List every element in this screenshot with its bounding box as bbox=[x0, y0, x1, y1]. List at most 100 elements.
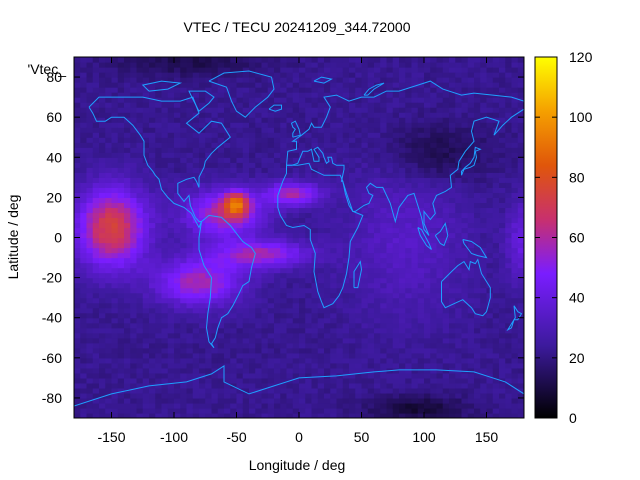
heatmap-cell bbox=[261, 157, 269, 163]
heatmap-cell bbox=[405, 172, 413, 178]
heatmap-cell bbox=[311, 77, 319, 83]
heatmap-cell bbox=[380, 262, 388, 269]
heatmap-cell bbox=[230, 342, 238, 349]
heatmap-cell bbox=[249, 222, 256, 229]
heatmap-cell bbox=[99, 132, 106, 138]
heatmap-cell bbox=[274, 107, 281, 113]
heatmap-cell bbox=[411, 332, 419, 339]
heatmap-cell bbox=[174, 57, 181, 63]
heatmap-cell bbox=[261, 82, 269, 88]
heatmap-cell bbox=[436, 377, 444, 384]
heatmap-cell bbox=[105, 257, 113, 264]
heatmap-cell bbox=[174, 282, 181, 289]
heatmap-cell bbox=[411, 222, 419, 229]
heatmap-cell bbox=[317, 112, 325, 118]
heatmap-cell bbox=[186, 242, 194, 249]
heatmap-cell bbox=[149, 107, 156, 113]
heatmap-cell bbox=[374, 182, 381, 188]
heatmap-cell bbox=[255, 352, 263, 359]
heatmap-cell bbox=[499, 217, 506, 224]
heatmap-cell bbox=[505, 372, 513, 379]
heatmap-cell bbox=[405, 357, 413, 364]
heatmap-cell bbox=[174, 302, 181, 309]
heatmap-cell bbox=[117, 197, 125, 203]
heatmap-cell bbox=[155, 97, 163, 103]
heatmap-cell bbox=[355, 107, 363, 113]
heatmap-cell bbox=[386, 177, 394, 183]
heatmap-cell bbox=[467, 202, 475, 209]
heatmap-cell bbox=[311, 82, 319, 88]
heatmap-cell bbox=[374, 352, 381, 359]
heatmap-cell bbox=[80, 382, 88, 389]
heatmap-cell bbox=[92, 137, 100, 143]
heatmap-cell bbox=[430, 97, 438, 103]
heatmap-cell bbox=[486, 392, 494, 399]
heatmap-cell bbox=[367, 392, 375, 399]
heatmap-cell bbox=[336, 267, 344, 274]
heatmap-cell bbox=[86, 407, 94, 414]
heatmap-cell bbox=[242, 127, 250, 133]
heatmap-cell bbox=[411, 172, 419, 178]
heatmap-cell bbox=[230, 217, 238, 224]
heatmap-cell bbox=[392, 252, 400, 259]
heatmap-cell bbox=[486, 117, 494, 123]
heatmap-cell bbox=[411, 147, 419, 153]
heatmap-cell bbox=[449, 232, 456, 239]
heatmap-cell bbox=[342, 212, 350, 219]
heatmap-cell bbox=[267, 352, 275, 359]
heatmap-cell bbox=[349, 357, 356, 364]
heatmap-cell bbox=[324, 152, 331, 158]
heatmap-cell bbox=[442, 347, 450, 354]
heatmap-cell bbox=[399, 227, 406, 234]
heatmap-cell bbox=[492, 92, 500, 98]
heatmap-cell bbox=[292, 167, 300, 173]
heatmap-cell bbox=[492, 282, 500, 289]
heatmap-cell bbox=[199, 337, 206, 344]
heatmap-cell bbox=[105, 217, 113, 224]
heatmap-cell bbox=[449, 127, 456, 133]
heatmap-cell bbox=[324, 402, 331, 409]
heatmap-cell bbox=[236, 387, 244, 394]
heatmap-cell bbox=[336, 277, 344, 284]
heatmap-cell bbox=[161, 287, 169, 294]
heatmap-cell bbox=[174, 322, 181, 329]
heatmap-cell bbox=[455, 352, 463, 359]
heatmap-cell bbox=[324, 117, 331, 123]
heatmap-cell bbox=[411, 157, 419, 163]
heatmap-cell bbox=[211, 182, 219, 188]
heatmap-cell bbox=[142, 252, 150, 259]
heatmap-cell bbox=[367, 292, 375, 299]
heatmap-cell bbox=[217, 332, 225, 339]
heatmap-cell bbox=[324, 257, 331, 264]
heatmap-cell bbox=[449, 147, 456, 153]
heatmap-cell bbox=[192, 97, 200, 103]
heatmap-cell bbox=[392, 302, 400, 309]
heatmap-cell bbox=[155, 412, 163, 418]
heatmap-cell bbox=[124, 302, 131, 309]
heatmap-cell bbox=[249, 347, 256, 354]
heatmap-cell bbox=[361, 187, 369, 193]
heatmap-cell bbox=[111, 67, 119, 73]
heatmap-cell bbox=[86, 187, 94, 193]
heatmap-cell bbox=[236, 392, 244, 399]
heatmap-cell bbox=[142, 167, 150, 173]
heatmap-cell bbox=[130, 362, 138, 369]
heatmap-cell bbox=[99, 307, 106, 314]
heatmap-cell bbox=[230, 252, 238, 259]
heatmap-cell bbox=[405, 337, 413, 344]
heatmap-cell bbox=[249, 202, 256, 209]
heatmap-cell bbox=[149, 337, 156, 344]
heatmap-cell bbox=[280, 182, 288, 188]
heatmap-cell bbox=[392, 247, 400, 254]
heatmap-cell bbox=[267, 272, 275, 279]
heatmap-cell bbox=[474, 367, 481, 374]
heatmap-cell bbox=[249, 127, 256, 133]
heatmap-cell bbox=[211, 407, 219, 414]
heatmap-cell bbox=[280, 77, 288, 83]
heatmap-cell bbox=[436, 207, 444, 214]
heatmap-cell bbox=[449, 192, 456, 198]
heatmap-cell bbox=[261, 312, 269, 319]
heatmap-cell bbox=[267, 362, 275, 369]
heatmap-cell bbox=[280, 187, 288, 193]
heatmap-cell bbox=[461, 212, 469, 219]
